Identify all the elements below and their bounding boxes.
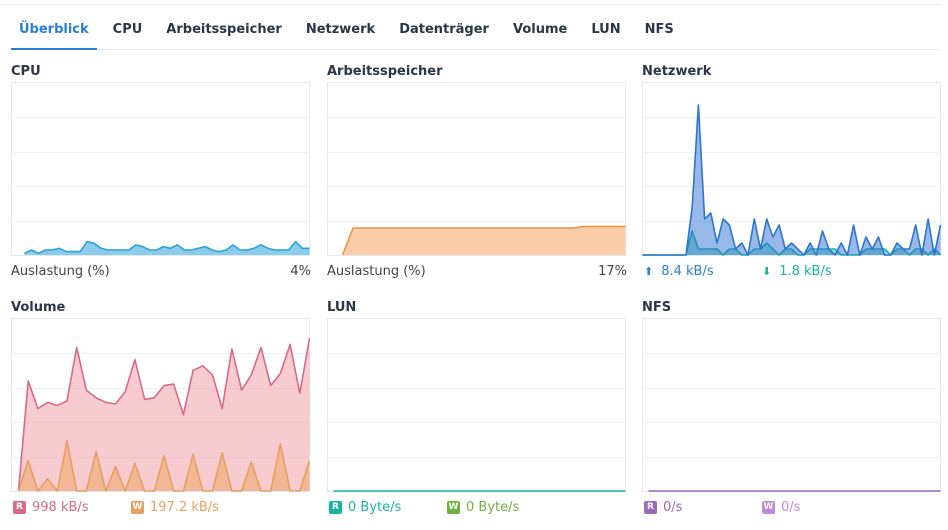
memory-chart — [327, 82, 627, 256]
lun-read: R 0 Byte/s — [329, 500, 401, 515]
lun-write-value: 0 Byte/s — [466, 500, 520, 515]
nfs-footer: R 0/s W 0/s — [642, 500, 942, 518]
network-panel[interactable]: Netzwerk ⬆ 8.4 kB/s ⬇ 1.8 kB/s — [642, 64, 942, 294]
volume-series-1-area — [18, 440, 310, 491]
volume-panel[interactable]: Volume R 998 kB/s W 197.2 kB/s — [11, 300, 311, 530]
read-badge-icon: R — [644, 501, 657, 514]
volume-series-0-area — [18, 338, 310, 491]
tab-cpu[interactable]: CPU — [112, 22, 143, 37]
lun-title: LUN — [327, 300, 357, 315]
volume-read: R 998 kB/s — [13, 500, 89, 515]
network-footer: ⬆ 8.4 kB/s ⬇ 1.8 kB/s — [642, 264, 942, 282]
chart-frame — [327, 318, 626, 492]
nfs-write: W 0/s — [762, 500, 800, 515]
memory-title: Arbeitsspeicher — [327, 64, 443, 79]
network-upload: ⬆ 8.4 kB/s — [644, 264, 714, 279]
cpu-chart — [11, 82, 311, 256]
volume-footer: R 998 kB/s W 197.2 kB/s — [11, 500, 311, 518]
network-chart — [642, 82, 942, 256]
nfs-read: R 0/s — [644, 500, 682, 515]
memory-footer: Auslastung (%) 17% — [327, 264, 627, 282]
volume-title: Volume — [11, 300, 66, 315]
tab-overview[interactable]: Überblick — [11, 14, 97, 50]
volume-chart — [11, 318, 311, 492]
memory-usage-value: 17% — [598, 264, 627, 279]
cpu-usage-value: 4% — [290, 264, 311, 279]
tab-disk[interactable]: Datenträger — [399, 22, 489, 37]
volume-series-0-line — [17, 338, 311, 492]
cpu-usage-label: Auslastung (%) — [11, 264, 110, 279]
network-upload-value: 8.4 kB/s — [661, 264, 714, 279]
write-badge-icon: W — [762, 501, 775, 514]
arrow-down-icon: ⬇ — [762, 265, 772, 278]
top-divider — [0, 4, 940, 5]
memory-series-0-line — [341, 225, 626, 256]
nfs-chart — [642, 318, 942, 492]
network-title: Netzwerk — [642, 64, 712, 79]
read-badge-icon: R — [13, 501, 26, 514]
cpu-footer: Auslastung (%) 4% — [11, 264, 311, 282]
memory-panel[interactable]: Arbeitsspeicher Auslastung (%) 17% — [327, 64, 627, 294]
nfs-write-value: 0/s — [781, 500, 801, 515]
lun-panel[interactable]: LUN R 0 Byte/s W 0 Byte/s — [327, 300, 627, 530]
tab-network[interactable]: Netzwerk — [305, 22, 376, 37]
memory-usage-label: Auslastung (%) — [327, 264, 426, 279]
tab-lun[interactable]: LUN — [591, 22, 621, 37]
memory-series-0-area — [342, 226, 626, 255]
write-badge-icon: W — [447, 501, 460, 514]
write-badge-icon: W — [131, 501, 144, 514]
tab-nfs[interactable]: NFS — [644, 22, 674, 37]
cpu-title: CPU — [11, 64, 41, 79]
chart-frame — [11, 82, 310, 256]
network-download-value: 1.8 kB/s — [779, 264, 832, 279]
network-series-1-line — [642, 104, 942, 256]
tab-volume[interactable]: Volume — [512, 22, 568, 37]
network-download: ⬇ 1.8 kB/s — [762, 264, 832, 279]
lun-chart — [327, 318, 627, 492]
volume-series-1-line — [17, 439, 311, 492]
nfs-read-value: 0/s — [663, 500, 683, 515]
tab-memory[interactable]: Arbeitsspeicher — [166, 22, 282, 37]
cpu-series-0-line — [24, 240, 310, 255]
cpu-panel[interactable]: CPU Auslastung (%) 4% — [11, 64, 311, 294]
read-badge-icon: R — [329, 501, 342, 514]
volume-write-value: 197.2 kB/s — [150, 500, 219, 515]
volume-read-value: 998 kB/s — [32, 500, 89, 515]
lun-footer: R 0 Byte/s W 0 Byte/s — [327, 500, 627, 518]
chart-frame — [327, 82, 626, 256]
nfs-panel[interactable]: NFS R 0/s W 0/s — [642, 300, 942, 530]
lun-read-value: 0 Byte/s — [348, 500, 402, 515]
volume-write: W 197.2 kB/s — [131, 500, 219, 515]
lun-write: W 0 Byte/s — [447, 500, 519, 515]
chart-frame — [642, 318, 941, 492]
arrow-up-icon: ⬆ — [644, 265, 654, 278]
nfs-title: NFS — [642, 300, 672, 315]
chart-frame — [642, 82, 941, 256]
tab-bar: Überblick CPU Arbeitsspeicher Netzwerk D… — [11, 14, 939, 50]
